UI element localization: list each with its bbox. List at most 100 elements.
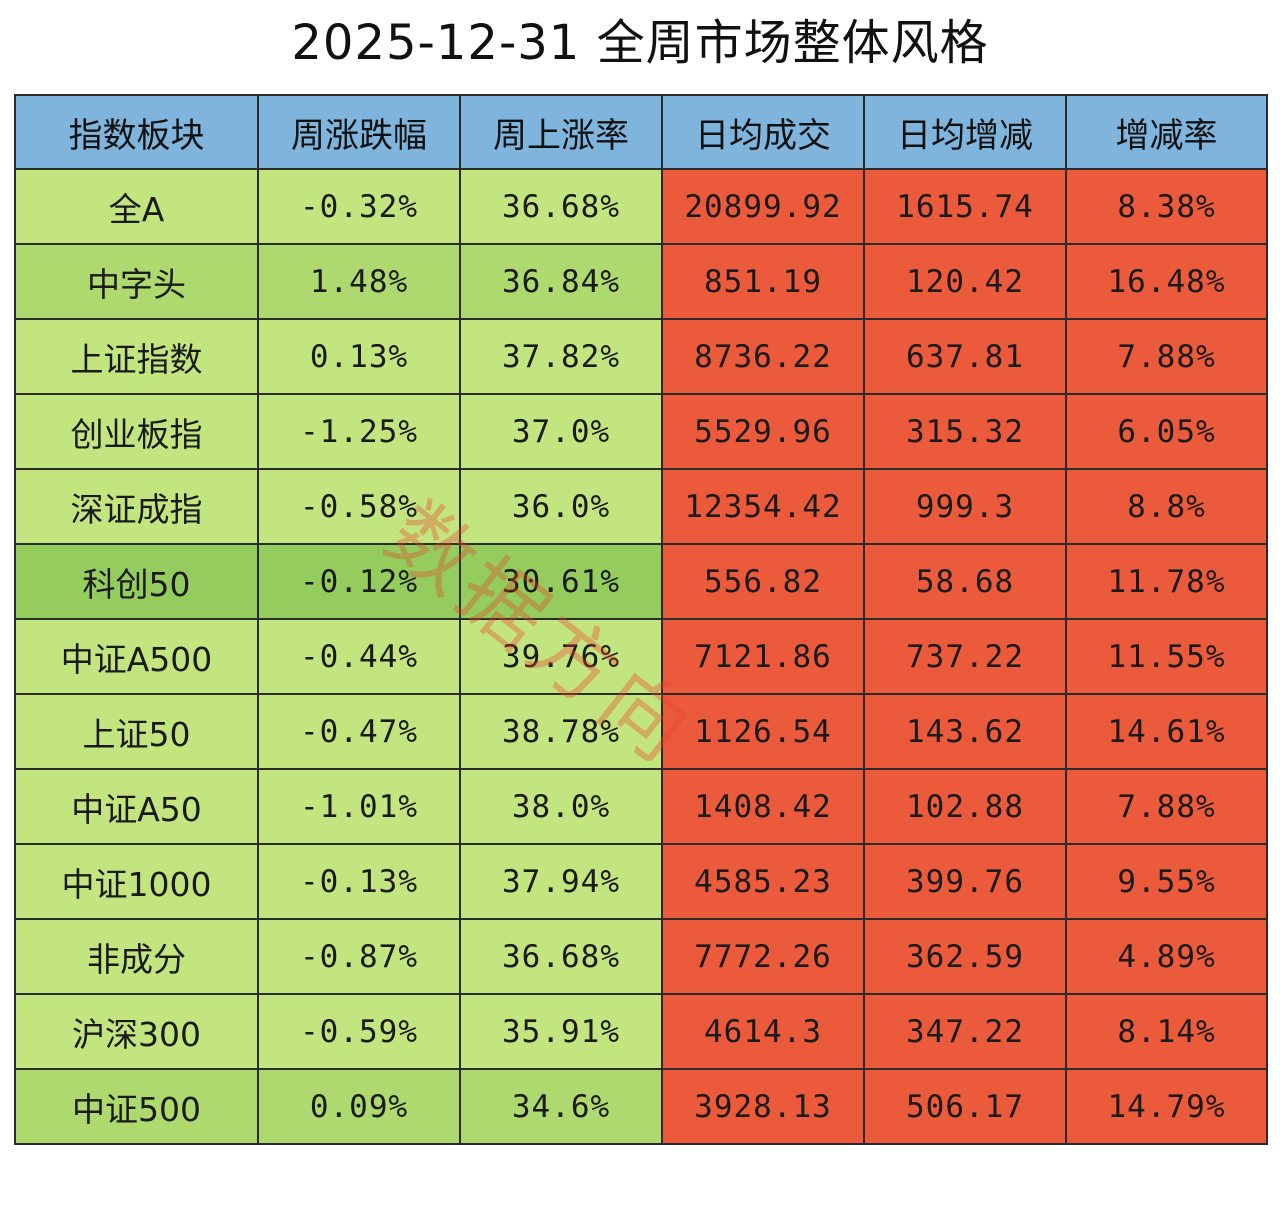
cell-weekly-change: -0.12% — [257, 543, 461, 620]
cell-index-name: 科创50 — [14, 543, 259, 620]
cell-index-name: 沪深300 — [14, 993, 259, 1070]
cell-change-rate: 14.79% — [1065, 1068, 1268, 1145]
cell-weekly-change: -1.25% — [257, 393, 461, 470]
cell-index-name: 创业板指 — [14, 393, 259, 470]
cell-weekly-up-ratio: 35.91% — [459, 993, 663, 1070]
header-daily-avg-change: 日均增减 — [863, 94, 1067, 170]
cell-daily-avg-change: 737.22 — [863, 618, 1067, 695]
cell-weekly-up-ratio: 30.61% — [459, 543, 663, 620]
market-style-table: 指数板块 周涨跌幅 周上涨率 日均成交 日均增减 增减率 全A -0.32% 36.… — [14, 94, 1268, 1145]
table-row: 全A -0.32% 36.68% 20899.92 1615.74 8.38% — [14, 168, 1268, 245]
cell-weekly-up-ratio: 37.82% — [459, 318, 663, 395]
page-title: 2025-12-31 全周市场整体风格 — [291, 15, 989, 71]
table-row: 上证50 -0.47% 38.78% 1126.54 143.62 14.61% — [14, 693, 1268, 770]
cell-weekly-change: 1.48% — [257, 243, 461, 320]
cell-daily-avg-volume: 1126.54 — [661, 693, 865, 770]
cell-change-rate: 7.88% — [1065, 768, 1268, 845]
cell-daily-avg-volume: 1408.42 — [661, 768, 865, 845]
table-row: 中证A500 -0.44% 39.76% 7121.86 737.22 11.55% — [14, 618, 1268, 695]
cell-change-rate: 6.05% — [1065, 393, 1268, 470]
table-row: 沪深300 -0.59% 35.91% 4614.3 347.22 8.14% — [14, 993, 1268, 1070]
cell-daily-avg-volume: 4585.23 — [661, 843, 865, 920]
market-style-table-container: 指数板块 周涨跌幅 周上涨率 日均成交 日均增减 增减率 全A -0.32% 36.… — [14, 94, 1268, 1145]
cell-daily-avg-volume: 556.82 — [661, 543, 865, 620]
cell-daily-avg-change: 315.32 — [863, 393, 1067, 470]
header-daily-avg-volume: 日均成交 — [661, 94, 865, 170]
cell-daily-avg-volume: 3928.13 — [661, 1068, 865, 1145]
table-row: 深证成指 -0.58% 36.0% 12354.42 999.3 8.8% — [14, 468, 1268, 545]
cell-change-rate: 7.88% — [1065, 318, 1268, 395]
header-weekly-up-ratio: 周上涨率 — [459, 94, 663, 170]
cell-change-rate: 9.55% — [1065, 843, 1268, 920]
cell-change-rate: 8.8% — [1065, 468, 1268, 545]
cell-weekly-change: -0.58% — [257, 468, 461, 545]
cell-index-name: 中证1000 — [14, 843, 259, 920]
cell-weekly-up-ratio: 36.68% — [459, 918, 663, 995]
cell-daily-avg-change: 362.59 — [863, 918, 1067, 995]
cell-weekly-up-ratio: 36.0% — [459, 468, 663, 545]
cell-weekly-change: -0.13% — [257, 843, 461, 920]
cell-daily-avg-volume: 8736.22 — [661, 318, 865, 395]
table-row: 非成分 -0.87% 36.68% 7772.26 362.59 4.89% — [14, 918, 1268, 995]
cell-weekly-up-ratio: 36.68% — [459, 168, 663, 245]
cell-change-rate: 14.61% — [1065, 693, 1268, 770]
cell-index-name: 中证500 — [14, 1068, 259, 1145]
cell-index-name: 非成分 — [14, 918, 259, 995]
cell-daily-avg-change: 999.3 — [863, 468, 1067, 545]
cell-daily-avg-change: 506.17 — [863, 1068, 1067, 1145]
cell-daily-avg-change: 143.62 — [863, 693, 1067, 770]
cell-daily-avg-volume: 5529.96 — [661, 393, 865, 470]
cell-daily-avg-volume: 20899.92 — [661, 168, 865, 245]
cell-weekly-change: 0.13% — [257, 318, 461, 395]
cell-weekly-up-ratio: 36.84% — [459, 243, 663, 320]
table-row: 上证指数 0.13% 37.82% 8736.22 637.81 7.88% — [14, 318, 1268, 395]
cell-index-name: 上证指数 — [14, 318, 259, 395]
cell-daily-avg-change: 58.68 — [863, 543, 1067, 620]
table-row: 创业板指 -1.25% 37.0% 5529.96 315.32 6.05% — [14, 393, 1268, 470]
cell-index-name: 深证成指 — [14, 468, 259, 545]
cell-change-rate: 4.89% — [1065, 918, 1268, 995]
cell-daily-avg-volume: 7121.86 — [661, 618, 865, 695]
table-row: 中证1000 -0.13% 37.94% 4585.23 399.76 9.55% — [14, 843, 1268, 920]
cell-index-name: 中证A500 — [14, 618, 259, 695]
cell-change-rate: 11.55% — [1065, 618, 1268, 695]
cell-weekly-change: -0.44% — [257, 618, 461, 695]
cell-weekly-up-ratio: 34.6% — [459, 1068, 663, 1145]
cell-weekly-change: -0.32% — [257, 168, 461, 245]
cell-daily-avg-change: 120.42 — [863, 243, 1067, 320]
cell-daily-avg-volume: 12354.42 — [661, 468, 865, 545]
cell-weekly-change: 0.09% — [257, 1068, 461, 1145]
cell-weekly-change: -1.01% — [257, 768, 461, 845]
cell-weekly-up-ratio: 37.94% — [459, 843, 663, 920]
header-index-sector: 指数板块 — [14, 94, 259, 170]
cell-weekly-up-ratio: 38.0% — [459, 768, 663, 845]
cell-daily-avg-change: 102.88 — [863, 768, 1067, 845]
table-row: 中字头 1.48% 36.84% 851.19 120.42 16.48% — [14, 243, 1268, 320]
cell-daily-avg-change: 637.81 — [863, 318, 1067, 395]
cell-weekly-change: -0.87% — [257, 918, 461, 995]
cell-weekly-change: -0.59% — [257, 993, 461, 1070]
cell-weekly-up-ratio: 38.78% — [459, 693, 663, 770]
table-row: 科创50 -0.12% 30.61% 556.82 58.68 11.78% — [14, 543, 1268, 620]
cell-daily-avg-volume: 4614.3 — [661, 993, 865, 1070]
cell-change-rate: 8.38% — [1065, 168, 1268, 245]
cell-index-name: 中证A50 — [14, 768, 259, 845]
cell-weekly-up-ratio: 39.76% — [459, 618, 663, 695]
cell-daily-avg-volume: 7772.26 — [661, 918, 865, 995]
header-weekly-change: 周涨跌幅 — [257, 94, 461, 170]
cell-change-rate: 8.14% — [1065, 993, 1268, 1070]
cell-daily-avg-volume: 851.19 — [661, 243, 865, 320]
cell-change-rate: 16.48% — [1065, 243, 1268, 320]
cell-change-rate: 11.78% — [1065, 543, 1268, 620]
cell-daily-avg-change: 347.22 — [863, 993, 1067, 1070]
cell-index-name: 中字头 — [14, 243, 259, 320]
table-header-row: 指数板块 周涨跌幅 周上涨率 日均成交 日均增减 增减率 — [14, 94, 1268, 170]
table-row: 中证500 0.09% 34.6% 3928.13 506.17 14.79% — [14, 1068, 1268, 1145]
cell-daily-avg-change: 1615.74 — [863, 168, 1067, 245]
cell-daily-avg-change: 399.76 — [863, 843, 1067, 920]
header-change-rate: 增减率 — [1065, 94, 1268, 170]
cell-weekly-change: -0.47% — [257, 693, 461, 770]
table-row: 中证A50 -1.01% 38.0% 1408.42 102.88 7.88% — [14, 768, 1268, 845]
table-body: 全A -0.32% 36.68% 20899.92 1615.74 8.38% 中字头 1.4… — [14, 168, 1268, 1145]
cell-index-name: 上证50 — [14, 693, 259, 770]
